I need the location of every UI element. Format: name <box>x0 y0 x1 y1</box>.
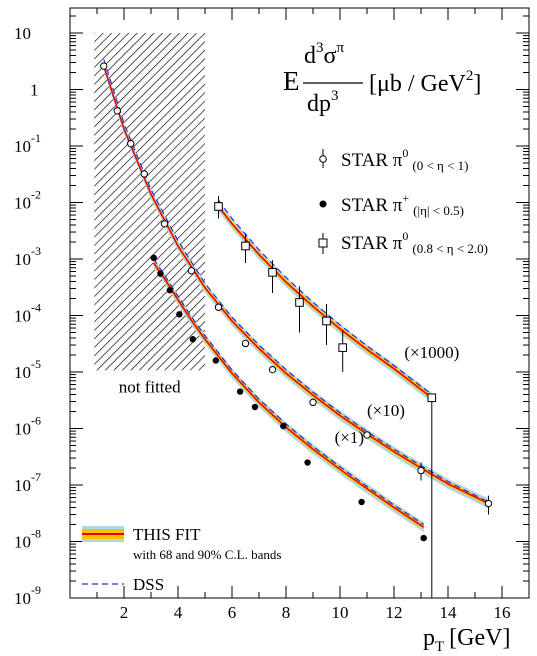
data-point <box>417 466 425 475</box>
y-tick-label: 10-5 <box>14 357 41 382</box>
fit-line-series-2 <box>217 206 433 399</box>
scale-label-series-1: (×1) <box>335 428 364 447</box>
x-tick-label: 10 <box>332 603 349 622</box>
data-point <box>241 241 250 251</box>
data-point <box>127 139 135 148</box>
y-tick-label: 1 <box>30 81 39 100</box>
x-tick-label: 8 <box>282 603 291 622</box>
data-point <box>268 365 277 374</box>
data-point <box>338 343 347 352</box>
y-tick-label: 10-4 <box>14 301 41 326</box>
ylabel-numerator: d3σπ <box>304 40 344 69</box>
data-point <box>427 393 437 403</box>
plot-frame <box>69 7 530 599</box>
y-tick-label: 10-2 <box>14 188 41 213</box>
y-tick-label: 10-1 <box>14 131 41 156</box>
x-tick-label: 4 <box>174 603 183 622</box>
x-tick-label: 14 <box>440 603 458 622</box>
data-point <box>214 303 223 311</box>
fit-legend-sublabel: with 68 and 90% C.L. bands <box>133 547 281 562</box>
scale-label-series-2: (×1000) <box>404 343 459 362</box>
data-point <box>157 270 164 277</box>
x-tick-label: 2 <box>120 603 129 622</box>
dss-line-series-1 <box>153 258 425 526</box>
fit-lines <box>103 59 489 528</box>
ylabel-prefix: E <box>283 66 300 96</box>
data-point <box>100 62 108 70</box>
data-point <box>212 357 219 364</box>
data-point <box>236 388 244 395</box>
y-tick-label: 10-6 <box>14 414 41 439</box>
dss-line-series-0 <box>103 59 489 503</box>
scale-label-series-0: (×10) <box>367 401 405 420</box>
y-axis-title: E d3σπ dp3 [μb / GeV2] <box>283 40 481 117</box>
data-point <box>113 107 121 115</box>
data-point <box>166 287 174 294</box>
ylabel-denominator: dp3 <box>307 88 339 117</box>
fit-line-series-0 <box>103 65 489 505</box>
band-90-series-1 <box>153 258 424 532</box>
data-point <box>484 499 493 508</box>
ylabel-unit: [μb / GeV2] <box>369 68 481 97</box>
legend-entry-series-2: STAR π0(0.8 < η < 2.0) <box>318 229 488 256</box>
data-point <box>268 268 277 277</box>
data-point <box>150 254 157 262</box>
series-legend: STAR π0(0 < η < 1) STAR π+(|η| < 0.5) ST… <box>318 146 488 256</box>
x-axis-title: pT [GeV] <box>423 625 510 655</box>
x-tick-label: 6 <box>228 603 237 622</box>
svg-text:STAR π+(|η| < 0.5): STAR π+(|η| < 0.5) <box>341 191 464 218</box>
data-point <box>304 459 311 466</box>
data-point <box>358 498 365 506</box>
data-point <box>363 431 371 439</box>
data-point <box>187 267 196 275</box>
data-point <box>140 170 148 178</box>
data-point <box>420 534 427 542</box>
x-tick-label: 16 <box>494 603 511 622</box>
y-tick-label: 10-8 <box>14 527 41 552</box>
fit-line-series-1 <box>153 262 425 528</box>
data-point <box>251 403 259 411</box>
legend-entry-series-1: STAR π+(|η| < 0.5) <box>319 191 464 218</box>
fit-legend-label: THIS FIT <box>133 525 201 544</box>
axis-ticks: 2 4 6 8 10 12 14 16 10 1 10-1 10-2 10-3 10-4 10-5 10-6 1… <box>14 8 529 622</box>
data-point <box>241 339 250 348</box>
data-point <box>176 311 183 318</box>
svg-text:STAR π0(0 < η < 1): STAR π0(0 < η < 1) <box>341 146 469 173</box>
data-point <box>214 202 223 211</box>
svg-text:STAR π0(0.8 < η < 2.0): STAR π0(0.8 < η < 2.0) <box>341 229 488 256</box>
x-tick-label: 12 <box>386 603 403 622</box>
scale-labels: (×10)(×1) (×1000) <box>335 343 460 447</box>
legend-entry-series-0: STAR π0(0 < η < 1) <box>319 146 469 173</box>
dss-legend-label: DSS <box>133 575 164 594</box>
y-tick-label: 10-7 <box>14 470 41 495</box>
not-fitted-label: not fitted <box>119 377 181 396</box>
y-tick-label: 10 <box>14 24 31 43</box>
data-markers <box>100 62 493 542</box>
y-tick-label: 10-9 <box>14 583 41 608</box>
data-point <box>189 336 197 343</box>
data-point <box>309 398 317 407</box>
dss-line-series-2 <box>218 199 433 395</box>
fit-legend: THIS FIT with 68 and 90% C.L. bands DSS <box>82 525 281 594</box>
data-point <box>295 298 304 307</box>
data-point <box>280 422 287 430</box>
data-point <box>160 220 169 228</box>
data-point <box>322 316 331 326</box>
y-tick-label: 10-3 <box>14 244 41 269</box>
